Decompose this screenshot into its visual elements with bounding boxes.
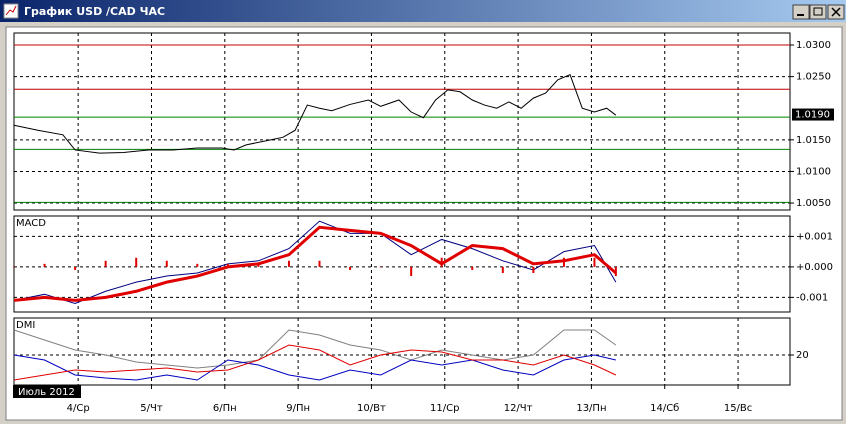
panel-title: DMI <box>16 320 35 331</box>
x-tick-label: 14/Сб <box>650 403 679 414</box>
last-price-box <box>792 108 834 121</box>
panel-title: MACD <box>16 218 46 229</box>
histogram-bar <box>257 263 260 267</box>
series-line <box>13 74 617 154</box>
series-line <box>13 344 617 381</box>
y-tick-label: +0.000 <box>796 262 833 273</box>
histogram-bar <box>287 260 290 267</box>
series-line <box>13 225 617 302</box>
histogram-bar <box>593 257 596 267</box>
histogram-bar <box>501 266 504 273</box>
y-tick-label: 1.0300 <box>796 40 831 51</box>
x-tick-label: 4/Ср <box>67 403 90 414</box>
x-tick-label: 6/Пн <box>213 403 237 414</box>
window-buttons[interactable] <box>792 4 845 20</box>
x-tick-label: 5/Чт <box>140 403 163 414</box>
histogram-bar <box>43 263 46 267</box>
x-tick-label: 12/Чт <box>504 403 533 414</box>
y-tick-label: 1.0150 <box>796 135 831 146</box>
y-tick-label: +0.001 <box>796 231 833 242</box>
series-line <box>13 329 617 369</box>
panel <box>13 32 791 211</box>
histogram-bar <box>13 266 15 268</box>
x-tick-label: 15/Вс <box>724 403 752 414</box>
histogram-bar <box>135 257 138 267</box>
histogram-bar <box>562 257 565 267</box>
series-line <box>13 354 616 381</box>
histogram-bar <box>196 263 199 267</box>
minimize-button[interactable] <box>792 4 810 20</box>
x-tick-label: 10/Вт <box>357 403 386 414</box>
x-tick-label: 13/Пн <box>576 403 606 414</box>
series-line <box>13 220 617 304</box>
histogram-bar <box>410 266 413 277</box>
y-tick-label: 1.0050 <box>796 198 831 209</box>
maximize-glyph <box>813 7 823 16</box>
histogram-bar <box>379 266 382 268</box>
histogram-bar <box>104 260 107 267</box>
histogram-bar <box>440 257 443 267</box>
y-tick-label: 1.0100 <box>796 166 831 177</box>
x-tick-label: 9/Пн <box>286 403 310 414</box>
y-tick-label: 1.0250 <box>796 72 831 83</box>
maximize-button[interactable] <box>809 4 827 20</box>
title-bar <box>0 0 846 22</box>
histogram-bar <box>74 266 77 270</box>
histogram-bar <box>532 266 535 273</box>
histogram-bar <box>471 266 474 270</box>
window-icon-glyph <box>5 5 17 16</box>
histogram-bar <box>226 263 229 267</box>
panel <box>13 215 791 313</box>
last-price-label: 1.0190 <box>795 110 830 121</box>
histogram-bar <box>349 266 352 270</box>
y-tick-label: 20 <box>796 350 809 361</box>
histogram-bar <box>165 260 168 267</box>
histogram-bar <box>614 266 617 277</box>
window-title: График USD /CAD ЧАС <box>24 5 165 18</box>
close-glyph <box>831 7 841 17</box>
x-label: Июль 2012 <box>18 387 75 398</box>
histogram-bar <box>318 260 321 267</box>
x-label-box <box>13 385 81 398</box>
x-tick-label: 11/Ср <box>430 403 459 414</box>
y-tick-label: -0.001 <box>796 292 828 303</box>
